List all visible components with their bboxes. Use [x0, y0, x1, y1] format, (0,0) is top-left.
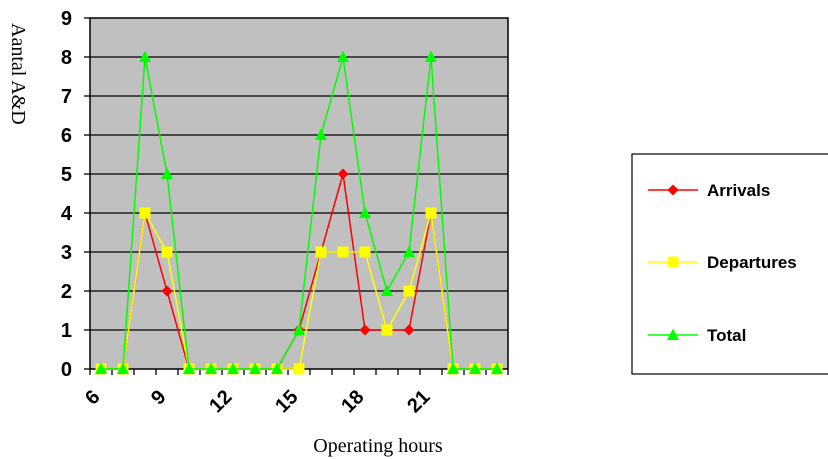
legend-marker	[667, 256, 679, 268]
legend-marker	[667, 328, 679, 340]
data-point	[447, 362, 459, 374]
data-point	[403, 285, 415, 297]
y-tick-label: 3	[61, 242, 72, 264]
y-tick-label: 1	[61, 320, 72, 342]
data-point	[117, 362, 129, 374]
data-point	[161, 167, 173, 179]
series-group	[95, 50, 503, 375]
data-point	[381, 284, 393, 296]
plot-area	[89, 17, 509, 370]
data-point	[183, 362, 195, 374]
data-point	[359, 324, 371, 336]
x-tick-labels: 6 9 12 15 18 21	[81, 386, 434, 417]
x-tick-label: 15	[271, 386, 302, 417]
data-point	[359, 206, 371, 218]
data-point	[491, 362, 503, 374]
legend-marker	[667, 184, 679, 196]
data-point	[315, 246, 327, 258]
y-tick-labels: 0 1 2 3 4 5 6 7 8 9	[61, 8, 73, 381]
data-point	[315, 128, 327, 140]
y-tick-label: 9	[61, 8, 72, 30]
legend-label: Total	[707, 326, 746, 345]
data-point	[425, 50, 437, 62]
x-axis-title: Operating hours	[313, 435, 443, 457]
x-tick-label: 21	[403, 386, 434, 417]
data-point	[403, 324, 415, 336]
data-point	[293, 323, 305, 335]
data-point	[359, 246, 371, 258]
data-point	[139, 50, 151, 62]
legend-item-arrivals: Arrivals	[648, 181, 770, 200]
data-point	[337, 246, 349, 258]
legend-item-departures: Departures	[648, 253, 797, 272]
y-axis-title: Aantal A&D	[7, 23, 29, 125]
data-point	[337, 168, 349, 180]
gridlines	[90, 56, 508, 331]
data-point	[469, 362, 481, 374]
legend-item-total: Total	[648, 326, 746, 345]
data-point	[205, 362, 217, 374]
x-tick-label: 12	[205, 386, 236, 417]
legend: Arrivals Departures Total	[648, 181, 797, 345]
y-tick-label: 7	[61, 86, 72, 108]
x-tick-label: 6	[81, 386, 104, 409]
data-point	[227, 362, 239, 374]
y-tick-label: 8	[61, 47, 72, 69]
y-tick-label: 0	[61, 359, 72, 381]
y-tick-label: 6	[61, 125, 72, 147]
axes	[84, 17, 509, 375]
data-point	[271, 362, 283, 374]
data-point	[161, 285, 173, 297]
data-point	[293, 363, 305, 375]
legend-label: Departures	[707, 253, 797, 272]
data-point	[95, 362, 107, 374]
data-point	[425, 207, 437, 219]
y-tick-label: 5	[61, 164, 72, 186]
data-point	[139, 207, 151, 219]
y-tick-label: 4	[61, 203, 73, 225]
data-point	[249, 362, 261, 374]
data-point	[161, 246, 173, 258]
series-total	[95, 50, 503, 374]
y-tick-label: 2	[61, 281, 72, 303]
x-tick-label: 9	[147, 386, 170, 409]
legend-label: Arrivals	[707, 181, 770, 200]
data-point	[403, 245, 415, 257]
data-point	[337, 50, 349, 62]
data-point	[381, 324, 393, 336]
x-tick-label: 18	[337, 386, 368, 417]
